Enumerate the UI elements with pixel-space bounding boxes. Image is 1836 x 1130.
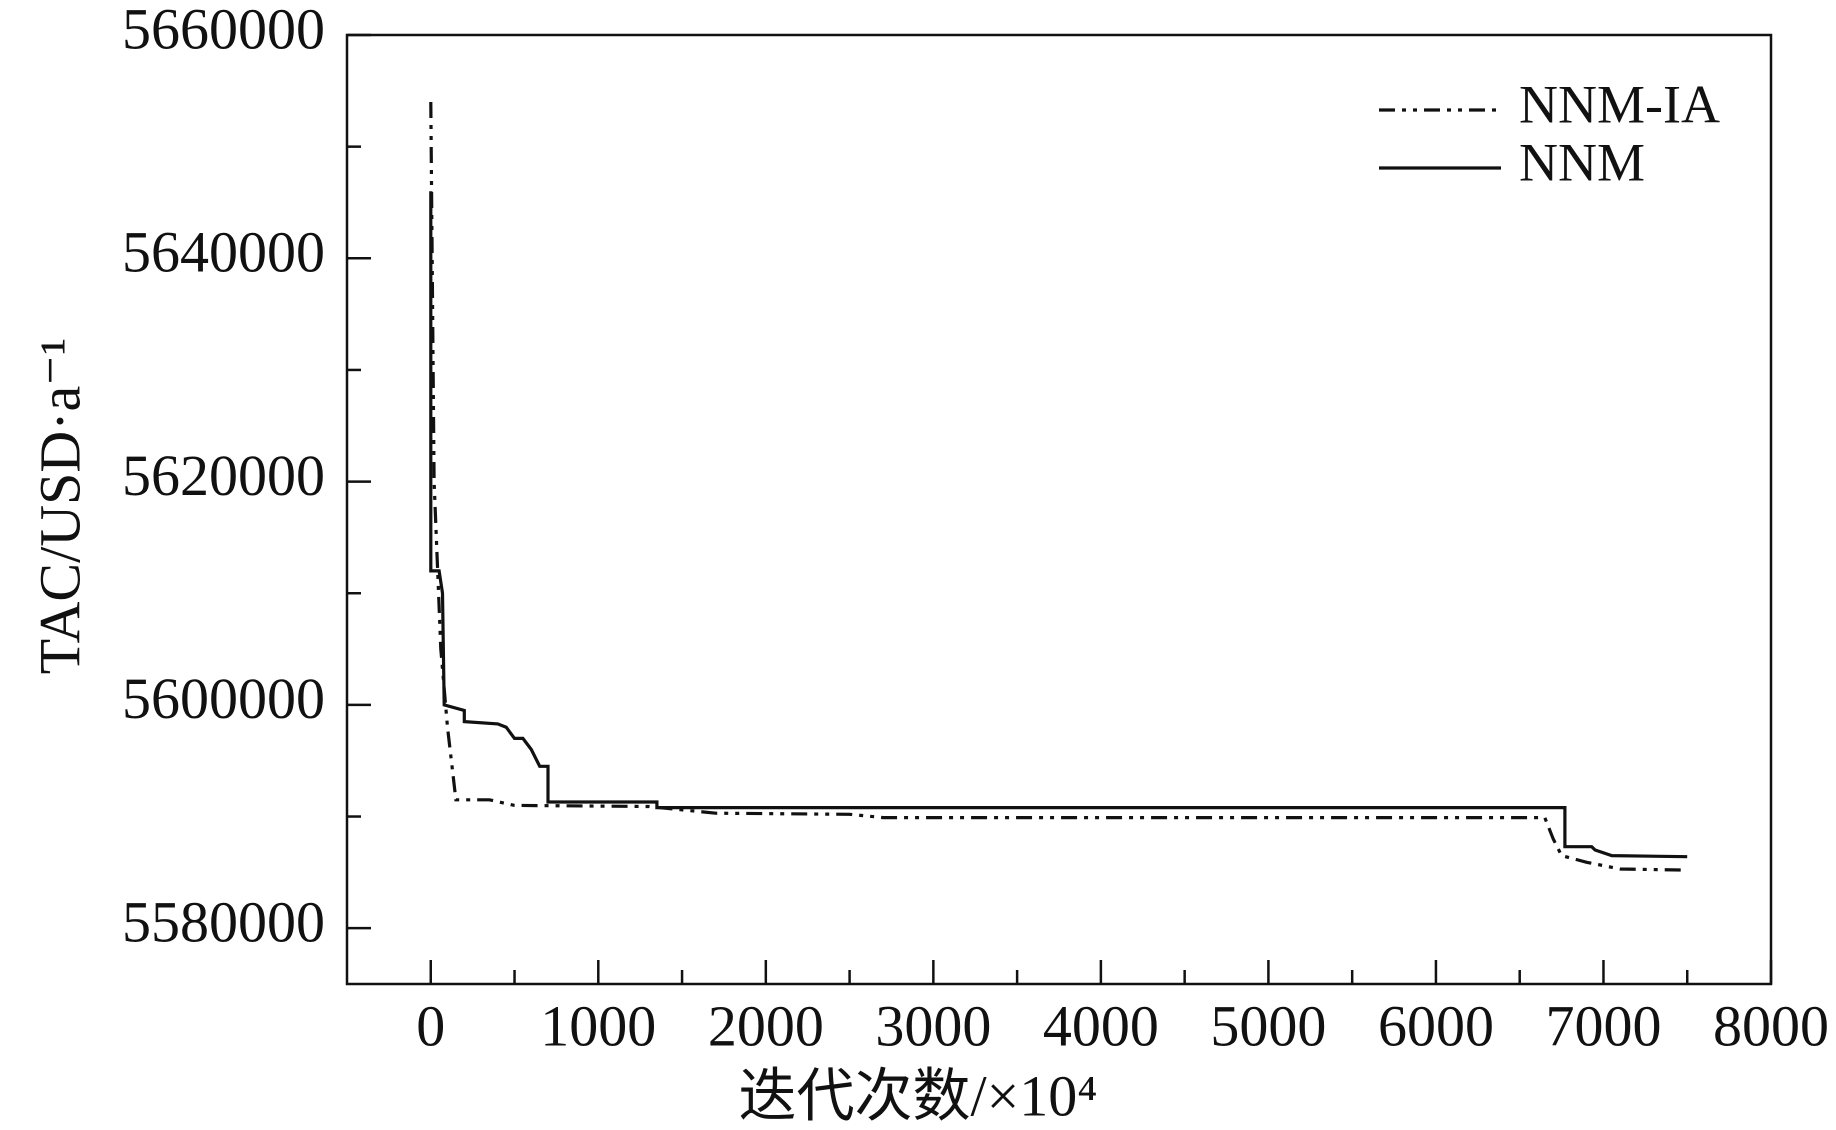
x-tick-label: 6000: [1378, 993, 1494, 1058]
y-tick-label: 5580000: [122, 889, 325, 954]
x-tick-label: 7000: [1545, 993, 1661, 1058]
plot-frame: [345, 33, 1773, 986]
x-tick-label: 8000: [1713, 993, 1829, 1058]
x-axis-title: 迭代次数/×10⁴: [738, 1063, 1097, 1128]
series-line: [429, 191, 1688, 859]
series-line: [429, 101, 1688, 872]
y-tick-label: 5640000: [122, 220, 325, 285]
x-tick-label: 4000: [1043, 993, 1159, 1058]
x-tick-label: 5000: [1210, 993, 1326, 1058]
x-tick-label: 3000: [875, 993, 991, 1058]
y-tick-label: 5660000: [122, 0, 325, 61]
y-axis-title: TAC/USD·a⁻¹: [27, 338, 92, 675]
legend-label: NNM: [1519, 132, 1645, 192]
y-tick-label: 5620000: [122, 443, 325, 508]
x-tick-label: 1000: [540, 993, 656, 1058]
y-tick-label: 5600000: [122, 666, 325, 731]
legend-label: NNM-IA: [1519, 74, 1720, 134]
x-tick-label: 2000: [708, 993, 824, 1058]
x-tick-label: 0: [416, 993, 445, 1058]
